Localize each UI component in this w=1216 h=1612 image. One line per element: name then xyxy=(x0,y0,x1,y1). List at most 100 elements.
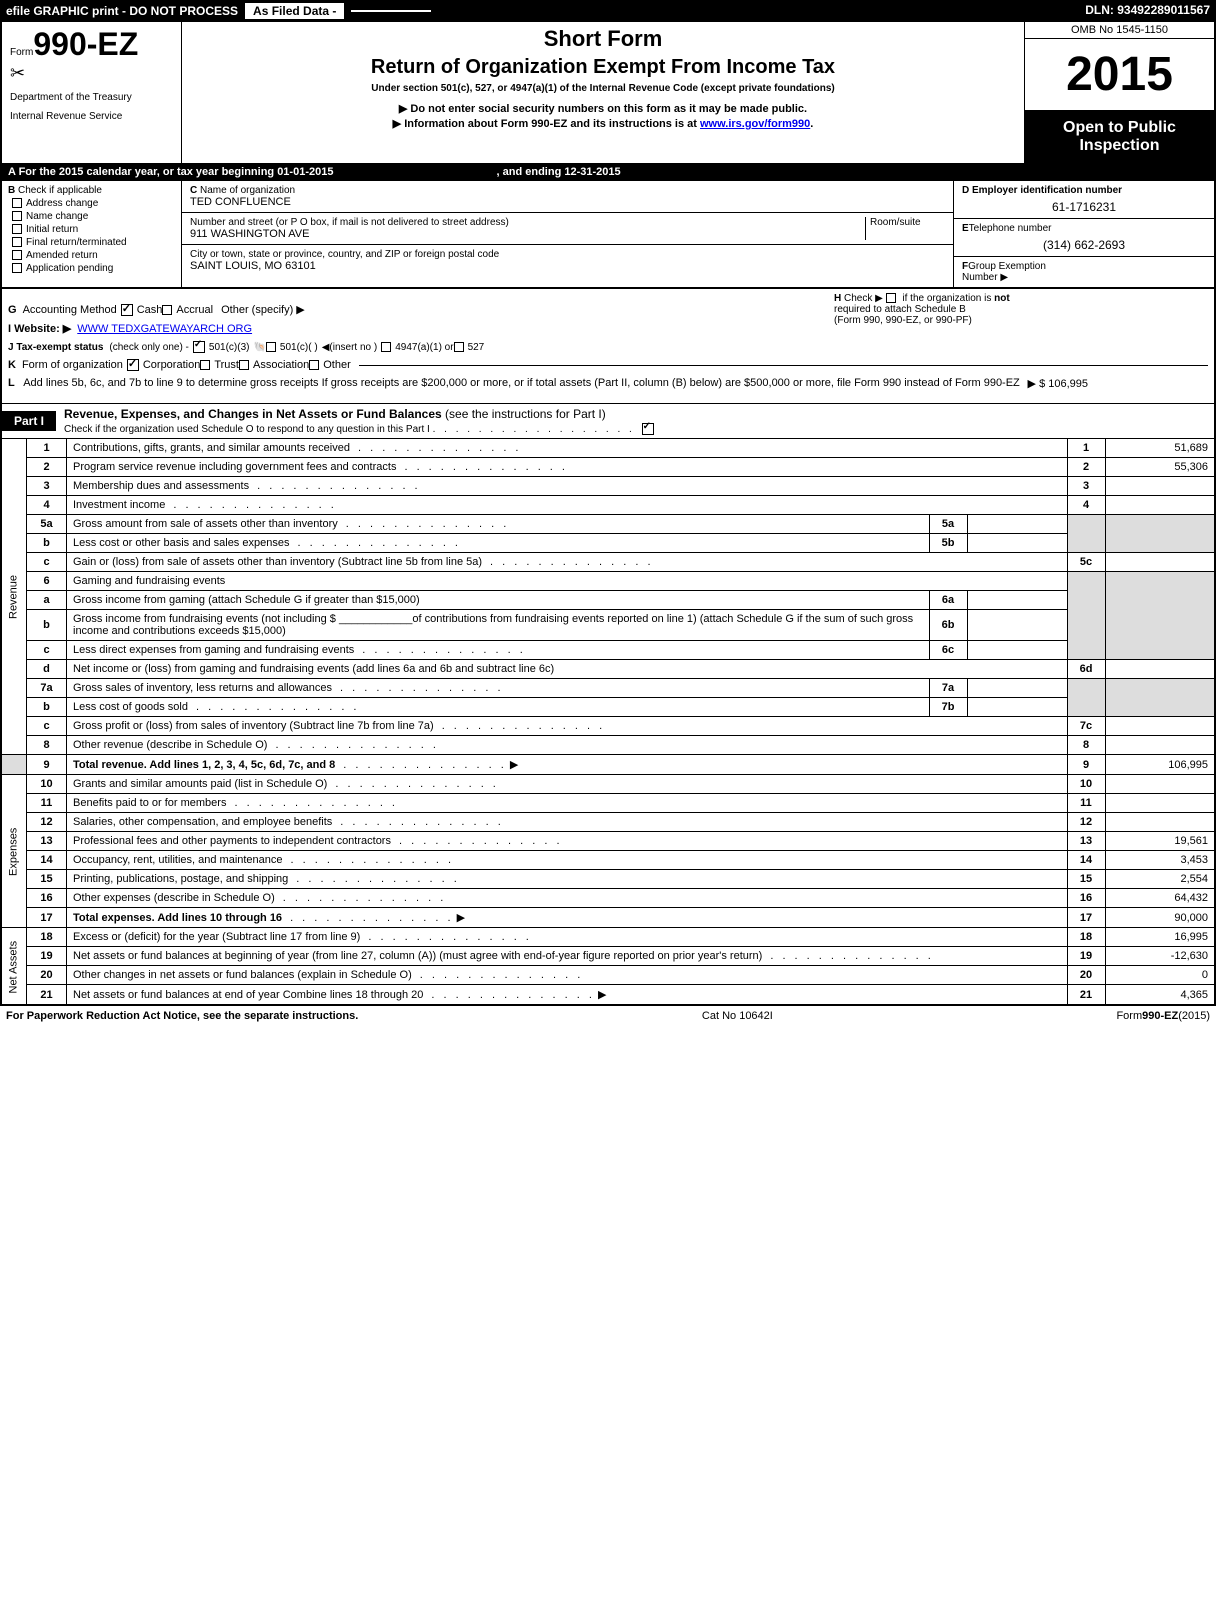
instruction-1: ▶ Do not enter social security numbers o… xyxy=(190,102,1016,115)
l-row: L Add lines 5b, 6c, and 7b to line 9 to … xyxy=(8,377,1208,389)
dept-treasury: Department of the Treasury xyxy=(10,92,173,103)
form-number: 990-EZ xyxy=(33,26,138,62)
l11-desc: Benefits paid to or for members xyxy=(67,794,1068,813)
name-change-label: Name change xyxy=(26,211,88,222)
schedule-o-checkbox[interactable] xyxy=(642,423,654,435)
l15-no: 15 xyxy=(27,870,67,889)
accrual-label: Accrual xyxy=(176,304,213,316)
l6-desc: Gaming and fundraising events xyxy=(67,572,1068,591)
527-checkbox[interactable] xyxy=(454,342,464,352)
instruction-2: ▶ Information about Form 990-EZ and its … xyxy=(190,117,1016,130)
l8-rv xyxy=(1105,736,1215,755)
l2-desc: Program service revenue including govern… xyxy=(67,458,1068,477)
trust-checkbox[interactable] xyxy=(200,360,210,370)
initial-line: Initial return xyxy=(8,224,175,235)
l12-rv xyxy=(1105,813,1215,832)
l9-side xyxy=(1,755,27,775)
corp-label: Corporation xyxy=(143,359,200,371)
open-public-2: Inspection xyxy=(1029,137,1210,155)
l5b-mv xyxy=(967,534,1067,553)
pending-label: Application pending xyxy=(26,263,113,274)
irs-link[interactable]: www.irs.gov/form990 xyxy=(700,118,810,130)
section-gijk: G Accounting Method Cash Accrual Other (… xyxy=(0,289,1216,403)
l3-rv xyxy=(1105,477,1215,496)
name-label: Name of organization xyxy=(200,185,295,196)
group-row: FGroup Exemption Number ▶ xyxy=(954,257,1214,287)
i-label: I Website: ▶ xyxy=(8,322,71,335)
l5a-desc: Gross amount from sale of assets other t… xyxy=(67,515,930,534)
pending-checkbox[interactable] xyxy=(12,263,22,273)
other-checkbox[interactable] xyxy=(309,360,319,370)
city-value: SAINT LOUIS, MO 63101 xyxy=(190,260,316,272)
k-other-line xyxy=(359,365,1208,366)
h-not: not xyxy=(994,293,1010,304)
part1-title: Revenue, Expenses, and Changes in Net As… xyxy=(64,407,442,421)
501c-checkbox[interactable] xyxy=(266,342,276,352)
blank-box xyxy=(351,10,431,12)
h-text3: required to attach Schedule B xyxy=(834,304,966,315)
net-assets-side-label: Net Assets xyxy=(1,928,27,1006)
l6d-rn: 6d xyxy=(1067,660,1105,679)
l18-rv: 16,995 xyxy=(1105,928,1215,947)
dln-value: 93492289011567 xyxy=(1117,3,1210,17)
dln-section: DLN: 93492289011567 xyxy=(1085,3,1210,19)
l21-desc: Net assets or fund balances at end of ye… xyxy=(67,985,1068,1006)
h-checkbox[interactable] xyxy=(886,293,896,303)
addr-change-checkbox[interactable] xyxy=(12,198,22,208)
final-checkbox[interactable] xyxy=(12,237,22,247)
line-13: 13 Professional fees and other payments … xyxy=(1,832,1215,851)
l19-desc: Net assets or fund balances at beginning… xyxy=(67,947,1068,966)
cal-year-ending: , and ending 12-31-2015 xyxy=(497,166,621,178)
footer: For Paperwork Reduction Act Notice, see … xyxy=(0,1006,1216,1026)
l4-rv xyxy=(1105,496,1215,515)
l16-rn: 16 xyxy=(1067,889,1105,908)
h-text1: Check ▶ xyxy=(844,293,883,304)
amended-checkbox[interactable] xyxy=(12,250,22,260)
ein-row: D Employer identification number 61-1716… xyxy=(954,181,1214,219)
scissors-icon: ✂ xyxy=(10,63,173,84)
dln-label: DLN: xyxy=(1085,3,1114,17)
l6d-desc: Net income or (loss) from gaming and fun… xyxy=(67,660,1068,679)
footer-right-form: 990-EZ xyxy=(1142,1010,1178,1022)
part1-header: Part I Revenue, Expenses, and Changes in… xyxy=(0,403,1216,438)
l13-desc: Professional fees and other payments to … xyxy=(67,832,1068,851)
line-16: 16 Other expenses (describe in Schedule … xyxy=(1,889,1215,908)
c-label: C xyxy=(190,185,197,196)
l14-rn: 14 xyxy=(1067,851,1105,870)
l7b-mn: 7b xyxy=(929,698,967,717)
l6-gray xyxy=(1067,572,1105,660)
4947-checkbox[interactable] xyxy=(381,342,391,352)
final-label: Final return/terminated xyxy=(26,237,127,248)
website-link[interactable]: WWW TEDXGATEWAYARCH ORG xyxy=(77,323,252,335)
footer-right: Form990-EZ(2015) xyxy=(1116,1010,1210,1022)
assoc-checkbox[interactable] xyxy=(239,360,249,370)
accrual-checkbox[interactable] xyxy=(162,305,172,315)
header-section: Form990-EZ ✂ Department of the Treasury … xyxy=(0,22,1216,163)
501c-label: 501(c)( ) xyxy=(280,342,318,353)
name-change-checkbox[interactable] xyxy=(12,211,22,221)
footer-left: For Paperwork Reduction Act Notice, see … xyxy=(6,1010,358,1022)
l8-rn: 8 xyxy=(1067,736,1105,755)
l17-rv: 90,000 xyxy=(1105,908,1215,928)
l1-rn: 1 xyxy=(1067,439,1105,458)
l14-no: 14 xyxy=(27,851,67,870)
line-12: 12 Salaries, other compensation, and emp… xyxy=(1,813,1215,832)
l3-no: 3 xyxy=(27,477,67,496)
k-row: K Form of organization Corporation Trust… xyxy=(8,359,1208,371)
cash-checkbox[interactable] xyxy=(121,304,133,316)
corp-checkbox[interactable] xyxy=(127,359,139,371)
expenses-side-label: Expenses xyxy=(1,775,27,928)
footer-center: Cat No 10642I xyxy=(702,1010,773,1022)
l6c-mn: 6c xyxy=(929,641,967,660)
501c3-checkbox[interactable] xyxy=(193,341,205,353)
l6a-no: a xyxy=(27,591,67,610)
section-bcdef: B Check if applicable Address change Nam… xyxy=(0,181,1216,289)
g-row: G Accounting Method Cash Accrual Other (… xyxy=(8,303,1208,316)
l18-no: 18 xyxy=(27,928,67,947)
l5-gray xyxy=(1067,515,1105,553)
addr-row: Number and street (or P O box, if mail i… xyxy=(182,213,953,245)
initial-checkbox[interactable] xyxy=(12,224,22,234)
l3-rn: 3 xyxy=(1067,477,1105,496)
j-row: J Tax-exempt status (check only one) - 5… xyxy=(8,341,1208,353)
line-20: 20 Other changes in net assets or fund b… xyxy=(1,966,1215,985)
